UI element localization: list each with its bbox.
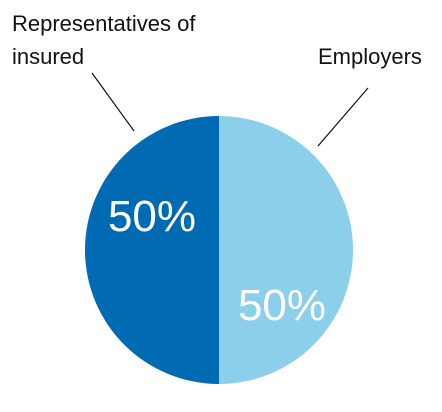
leader-line-employers: [317, 87, 369, 147]
leader-line-representatives: [91, 72, 135, 132]
label-employers: Employers: [318, 44, 422, 69]
label-representatives-line2: insured: [12, 44, 84, 69]
pie-slice-employers: [219, 116, 353, 384]
slice-value-label-representatives: 50%: [108, 192, 196, 241]
label-representatives-line1: Representatives of: [12, 11, 196, 36]
pie-slice-representatives-of-insured: [85, 116, 219, 384]
slice-value-label-employers: 50%: [238, 281, 326, 330]
pie-slices: [85, 116, 353, 384]
